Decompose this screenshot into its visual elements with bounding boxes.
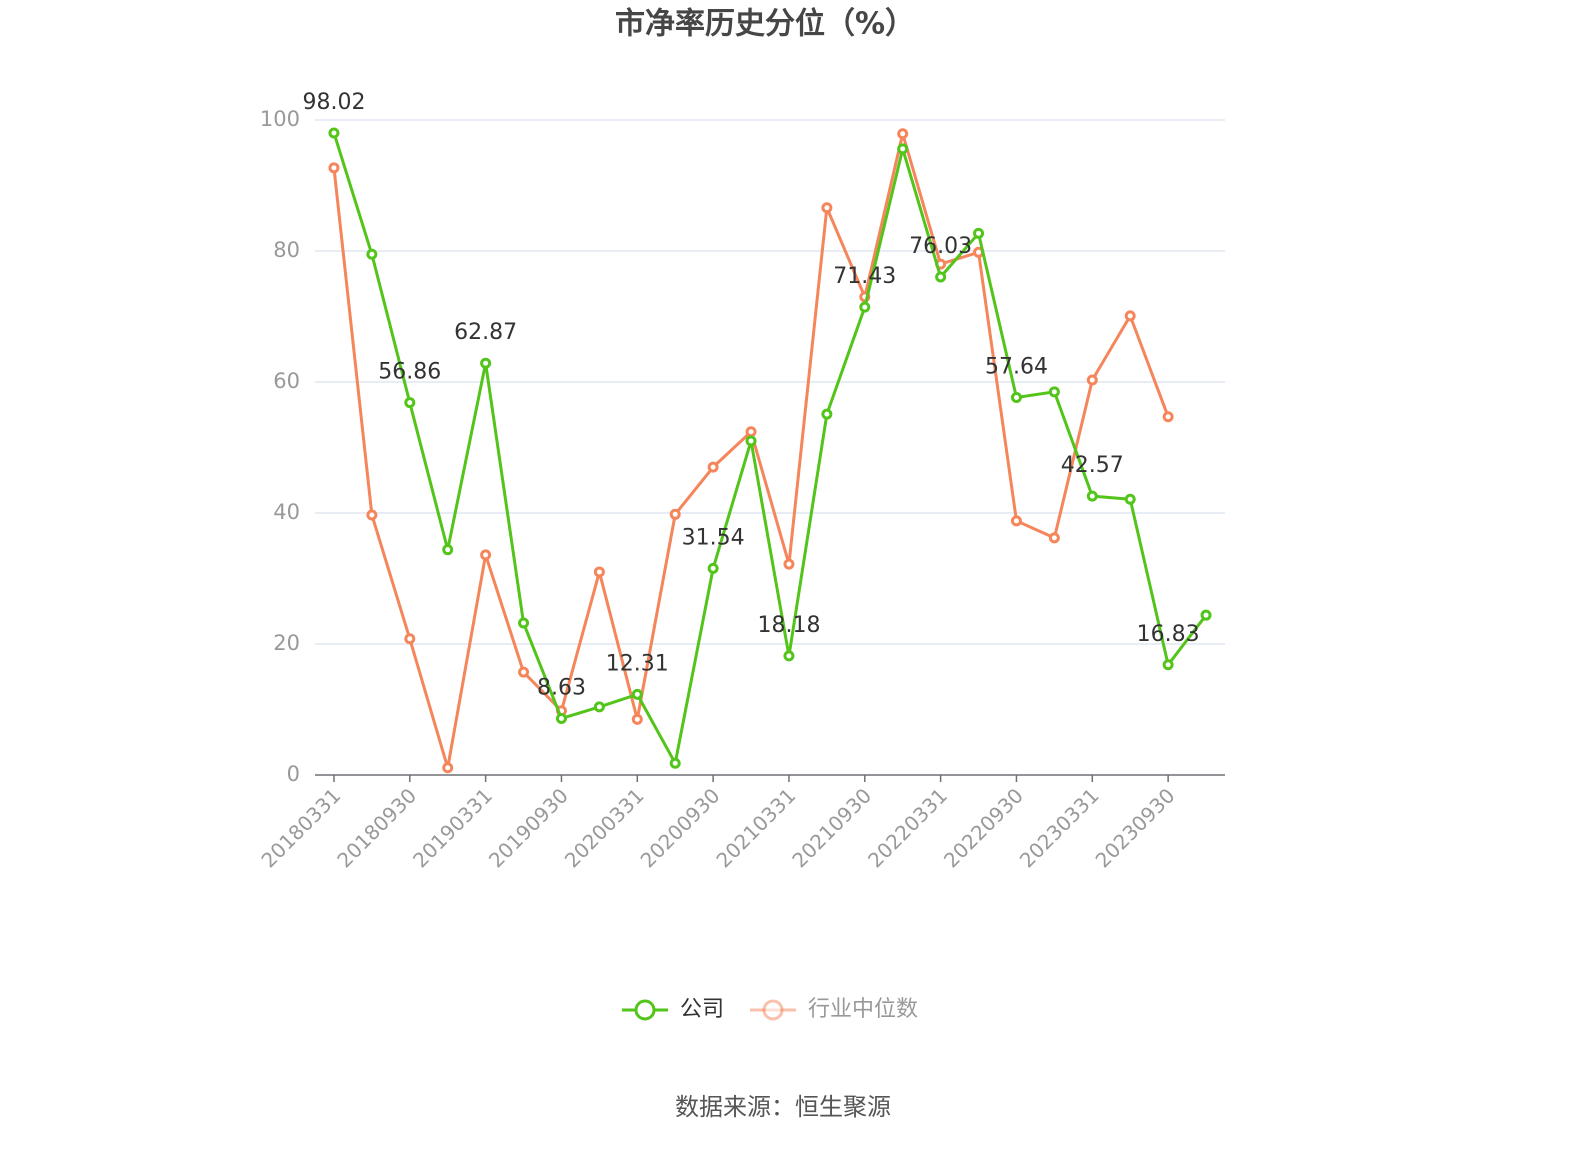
data-point xyxy=(366,248,378,260)
y-tick-label: 60 xyxy=(273,369,300,393)
data-point xyxy=(518,617,530,629)
data-point xyxy=(1162,659,1174,671)
data-label: 31.54 xyxy=(682,525,745,550)
series-line xyxy=(332,132,1170,770)
data-point xyxy=(404,397,416,409)
x-tick-label: 20190930 xyxy=(484,783,573,872)
data-point xyxy=(555,712,567,724)
data-point xyxy=(480,549,492,561)
x-tick-label: 20180930 xyxy=(332,783,421,872)
x-tick-label: 20220930 xyxy=(939,783,1028,872)
data-point xyxy=(631,713,643,725)
data-label: 62.87 xyxy=(454,320,517,345)
x-tick-label: 20200331 xyxy=(560,783,649,872)
data-point xyxy=(1124,493,1136,505)
x-tick-label: 20210930 xyxy=(787,783,876,872)
data-point xyxy=(1048,386,1060,398)
data-point xyxy=(897,143,909,155)
data-point xyxy=(631,688,643,700)
y-tick-label: 80 xyxy=(273,238,300,262)
data-point xyxy=(404,633,416,645)
x-tick-label: 20190331 xyxy=(408,783,497,872)
data-label: 12.31 xyxy=(606,651,669,676)
data-label: 42.57 xyxy=(1061,453,1124,478)
data-point xyxy=(783,558,795,570)
data-point xyxy=(707,562,719,574)
data-label: 98.02 xyxy=(302,90,365,115)
data-point xyxy=(593,701,605,713)
y-tick-label: 40 xyxy=(273,500,300,524)
y-tick-label: 100 xyxy=(260,107,300,131)
data-point xyxy=(1200,609,1212,621)
data-label: 57.64 xyxy=(985,354,1048,379)
x-tick-label: 20220331 xyxy=(863,783,952,872)
data-point xyxy=(328,162,340,174)
data-point xyxy=(328,127,340,139)
series-line xyxy=(332,132,1208,765)
x-tick-label: 20210331 xyxy=(711,783,800,872)
data-point xyxy=(593,566,605,578)
y-tick-label: 0 xyxy=(287,762,300,786)
data-point xyxy=(897,128,909,140)
legend-marker xyxy=(634,999,656,1021)
legend-label: 行业中位数 xyxy=(808,997,918,1022)
data-label: 8.63 xyxy=(537,675,586,700)
data-point xyxy=(1162,411,1174,423)
source-note: 数据来源：恒生聚源 xyxy=(675,1093,891,1121)
data-point xyxy=(1048,532,1060,544)
data-point xyxy=(366,509,378,521)
data-point xyxy=(1010,391,1022,403)
chart-title: 市净率历史分位（%） xyxy=(615,7,915,42)
data-point xyxy=(480,357,492,369)
data-point xyxy=(669,508,681,520)
data-point xyxy=(1086,490,1098,502)
data-point xyxy=(783,650,795,662)
legend-item[interactable]: 公司 xyxy=(622,997,724,1022)
legend-marker xyxy=(762,999,784,1021)
x-tick-label: 20200930 xyxy=(636,783,725,872)
data-point xyxy=(442,762,454,774)
data-point xyxy=(1086,374,1098,386)
data-point xyxy=(518,666,530,678)
data-label: 56.86 xyxy=(378,360,441,385)
x-tick-label: 20180331 xyxy=(256,783,345,872)
x-tick-label: 20230930 xyxy=(1091,783,1180,872)
data-point xyxy=(745,426,757,438)
data-point xyxy=(935,271,947,283)
data-point xyxy=(1124,310,1136,322)
data-point xyxy=(821,408,833,420)
data-point xyxy=(859,301,871,313)
data-point xyxy=(821,202,833,214)
data-point xyxy=(669,757,681,769)
data-point xyxy=(973,227,985,239)
data-label: 16.83 xyxy=(1137,622,1200,647)
legend-label: 公司 xyxy=(680,997,724,1022)
legend-item[interactable]: 行业中位数 xyxy=(750,997,918,1022)
data-label: 18.18 xyxy=(757,613,820,638)
data-label: 76.03 xyxy=(909,234,972,259)
y-tick-label: 20 xyxy=(273,631,300,655)
data-point xyxy=(1010,515,1022,527)
x-tick-label: 20230331 xyxy=(1015,783,1104,872)
data-point xyxy=(707,461,719,473)
data-point xyxy=(745,435,757,447)
data-label: 71.43 xyxy=(833,264,896,289)
data-point xyxy=(442,544,454,556)
